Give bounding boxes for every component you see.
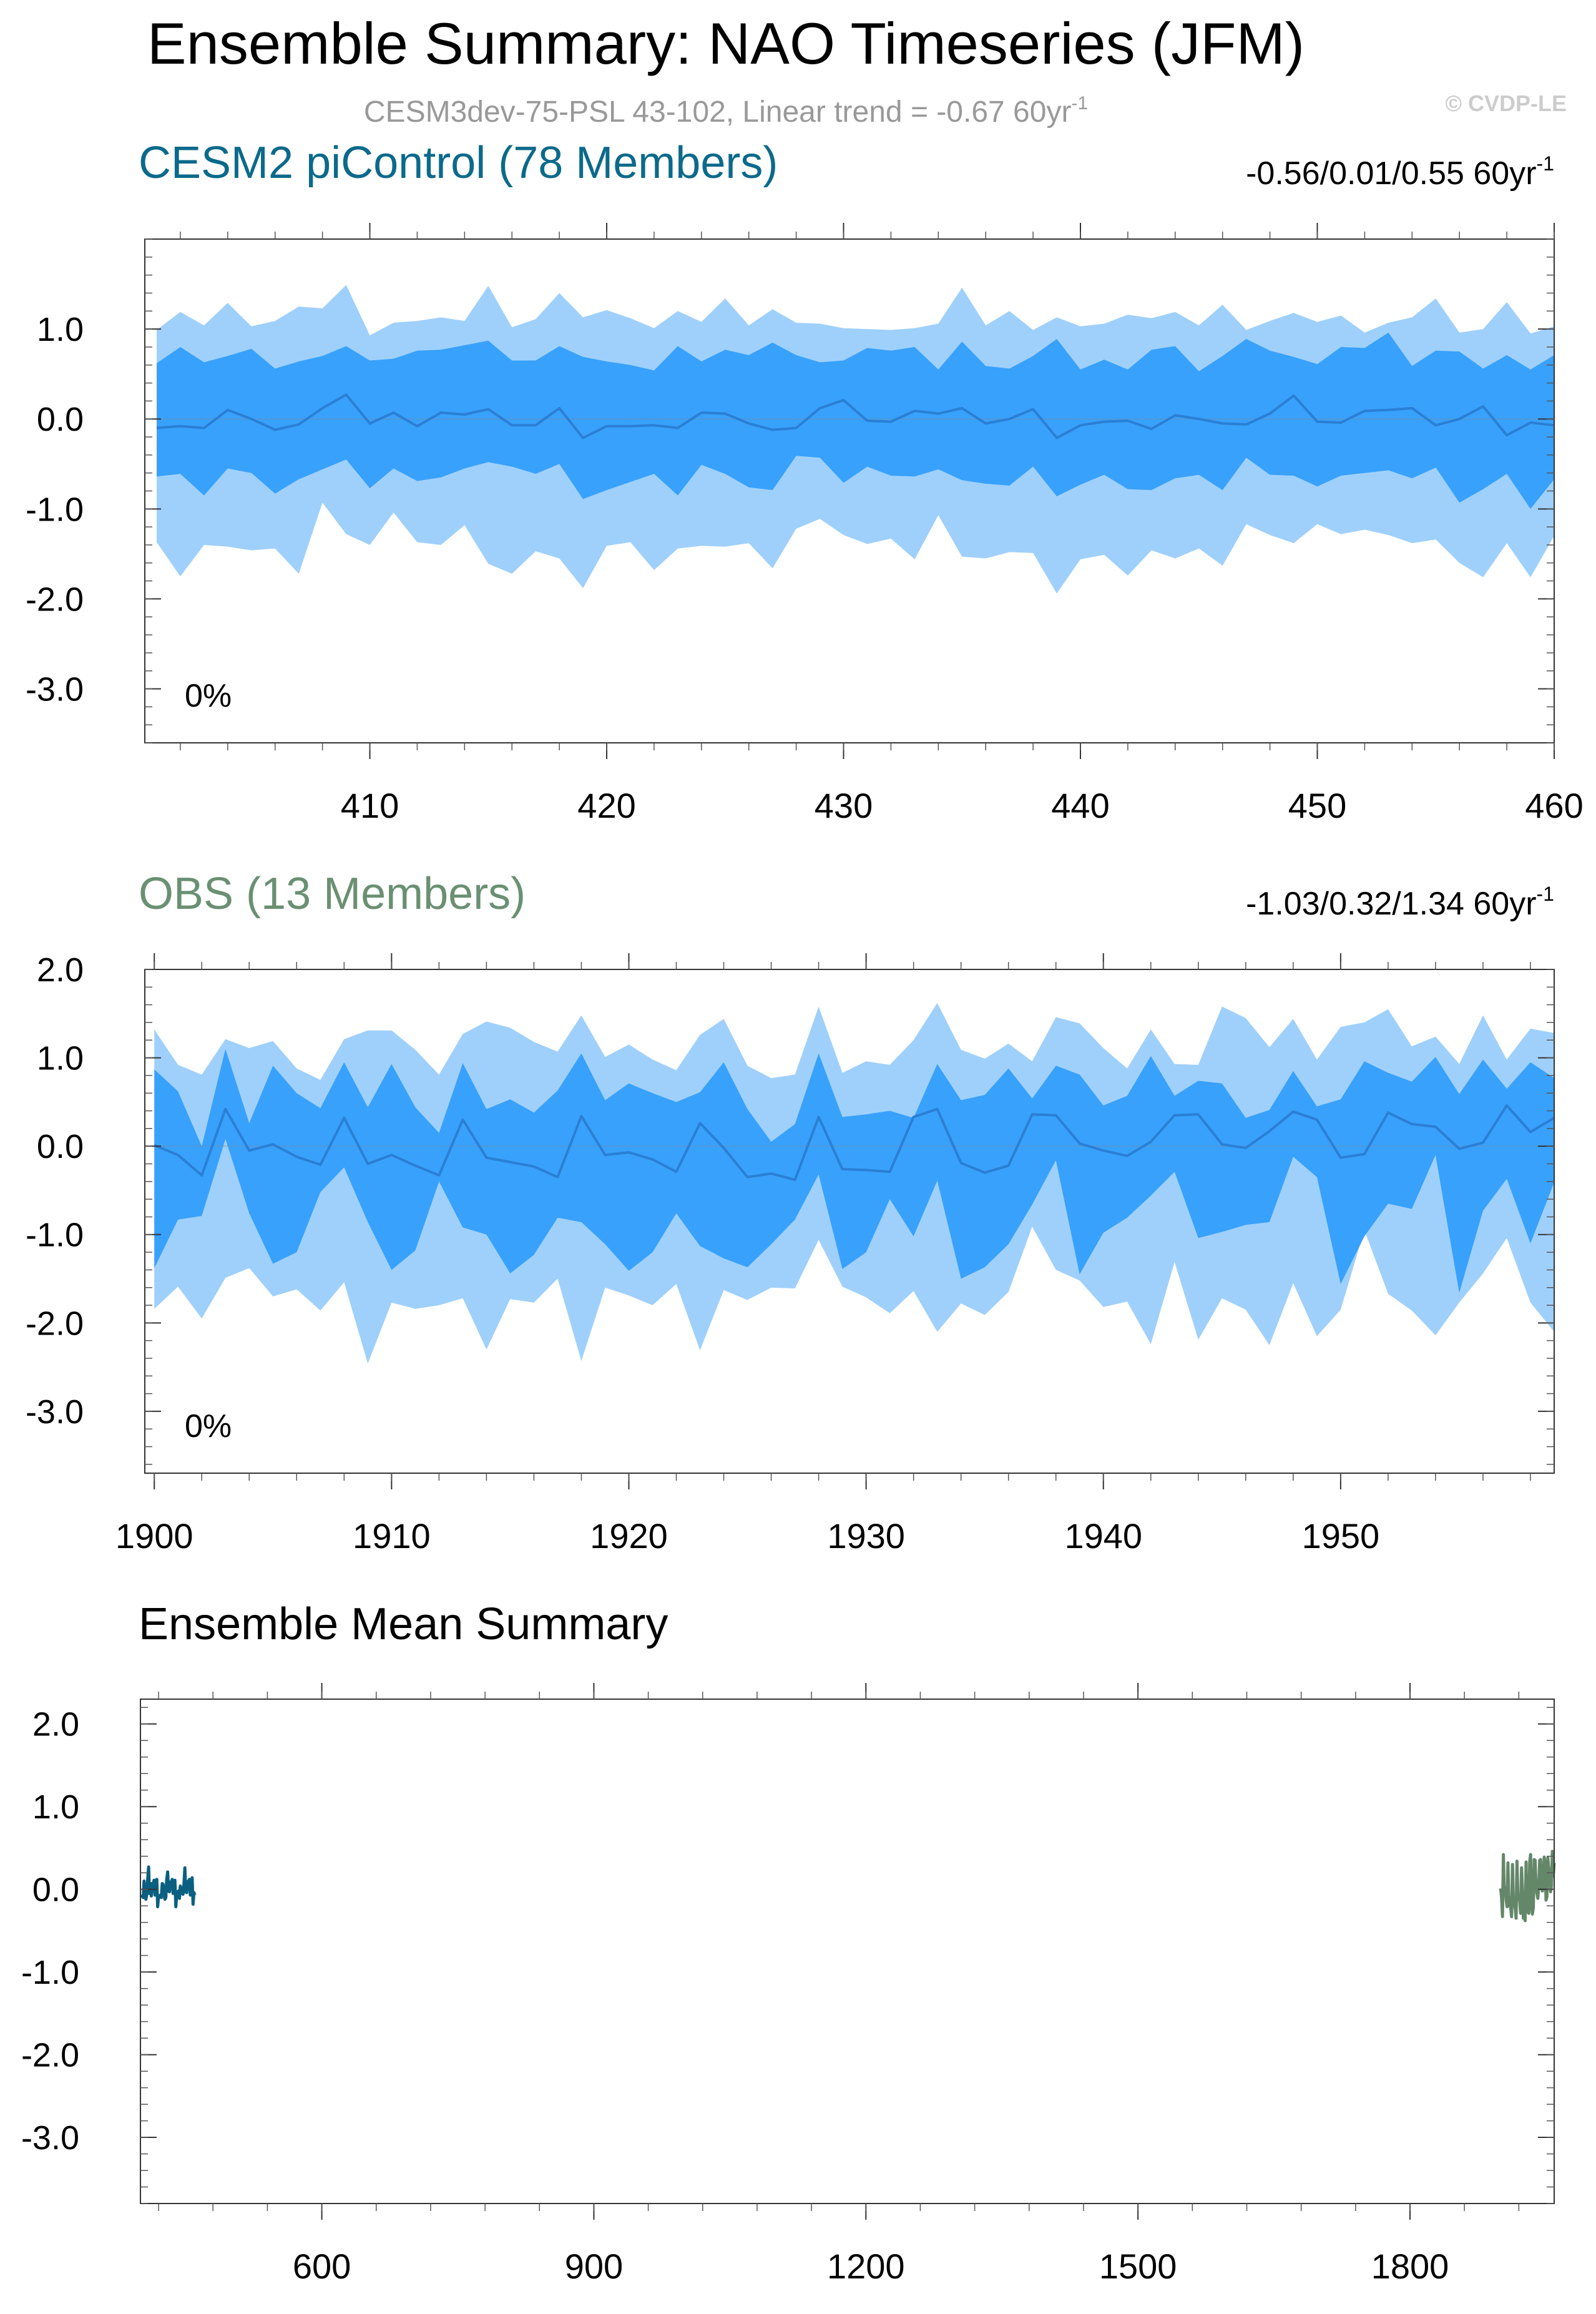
panel-summary-xtick-label: 600 [293,2247,351,2286]
panel-model-xtick-label: 410 [341,786,399,825]
panel-model-xtick-label: 460 [1525,786,1583,825]
panel-obs-axes: 2.0 1.0 0.0 -1.0 -2.0 -3.0 1900 1910 1920 1930 194… [26,951,1555,1556]
panel-obs-ytick-label: -3.0 [26,1393,84,1431]
panel-model: CESM2 piControl (78 Members) -0.56/0.01/… [26,138,1584,825]
panel-model-xtick-label: 440 [1051,786,1109,825]
panel-model-trend-text: -0.56/0.01/0.55 60yr [1246,155,1536,192]
panel-summary-ytick-label: -2.0 [21,2037,79,2074]
panel-obs-frame [144,969,1555,1474]
panel-obs-mean-line [154,1104,1555,1181]
panel-model-trend-sup: -1 [1537,152,1554,175]
panel-obs-trend-text: -1.03/0.32/1.34 60yr [1246,886,1536,922]
panel-model-plot [145,285,1555,594]
panel-model-ytick-label: -3.0 [26,671,84,708]
panel-summary-ytick-label: -1.0 [21,1954,79,1991]
panel-obs-band-10-90 [154,1049,1555,1293]
panel-obs: OBS (13 Members) -1.03/0.32/1.34 60yr-1 … [26,869,1555,1556]
panel-summary-axes: 2.0 1.0 0.0 -1.0 -2.0 -3.0 600 900 1200 1500 1800 [21,1683,1555,2286]
panel-obs-ytick-label: 2.0 [37,951,84,989]
panel-model-ytick-label: -1.0 [26,491,84,528]
panel-obs-trend: -1.03/0.32/1.34 60yr-1 [1246,883,1554,922]
panel-obs-pct: 0% [185,1408,232,1444]
panel-obs-xtick-label: 1950 [1302,1516,1380,1556]
watermark: © CVDP-LE [1445,91,1567,116]
panel-model-xtick-label: 450 [1288,786,1346,825]
figure-title: Ensemble Summary: NAO Timeseries (JFM) [147,11,1305,76]
panel-obs-xtick-label: 1910 [353,1516,431,1556]
figure-subtitle: CESM3dev-75-PSL 43-102, Linear trend = -… [364,93,1088,129]
panel-summary-xtick-label: 1200 [827,2247,905,2286]
summary-obs-mean-line [1499,1850,1556,1923]
panel-obs-xtick-label: 1920 [590,1516,668,1556]
panel-model-xtick-label: 430 [815,786,873,825]
panel-model-title: CESM2 piControl (78 Members) [139,138,778,188]
figure-subtitle-text: CESM3dev-75-PSL 43-102, Linear trend = -… [364,96,1072,129]
panel-summary-ytick-label: 1.0 [32,1788,79,1826]
panel-summary-xtick-label: 1800 [1371,2247,1449,2286]
panel-model-trend: -0.56/0.01/0.55 60yr-1 [1246,152,1554,192]
panel-obs-plot [145,1003,1555,1364]
panel-summary-plot [140,1850,1556,1923]
panel-summary-ytick-label: 0.0 [32,1871,79,1909]
panel-model-xtick-label: 420 [577,786,635,825]
panel-model-ytick-label: 1.0 [37,311,84,348]
panel-summary-ytick-label: -3.0 [21,2119,79,2157]
panel-summary-ytick-label: 2.0 [32,1706,79,1743]
panel-summary-frame [140,1699,1555,2204]
panel-obs-xtick-label: 1930 [827,1516,905,1556]
panel-obs-ytick-label: -1.0 [26,1217,84,1254]
panel-model-ytick-label: 0.0 [37,401,84,438]
panel-model-band-10-90 [157,332,1554,509]
panel-obs-ytick-label: 1.0 [37,1040,84,1077]
panel-summary-title: Ensemble Mean Summary [139,1599,668,1649]
panel-model-pct: 0% [185,678,232,714]
panel-model-ytick-label: -2.0 [26,581,84,618]
panel-model-mean-line [156,393,1555,439]
panel-obs-ytick-label: -2.0 [26,1305,84,1342]
summary-model-mean-line [140,1865,197,1908]
panel-summary: Ensemble Mean Summary 2.0 1.0 0.0 -1.0 -2.0 -… [21,1599,1556,2286]
panel-model-axes: 1.0 0.0 -1.0 -2.0 -3.0 410 420 430 440 450 460 [26,223,1584,825]
panel-obs-xtick-label: 1940 [1064,1516,1142,1556]
panel-obs-ytick-label: 0.0 [37,1128,84,1165]
figure-subtitle-sup: -1 [1071,93,1088,114]
panel-obs-trend-sup: -1 [1537,883,1554,905]
panel-summary-xtick-label: 900 [565,2247,623,2286]
panel-obs-title: OBS (13 Members) [139,869,526,919]
panel-summary-xtick-label: 1500 [1099,2247,1177,2286]
panel-obs-xtick-label: 1900 [115,1516,193,1556]
